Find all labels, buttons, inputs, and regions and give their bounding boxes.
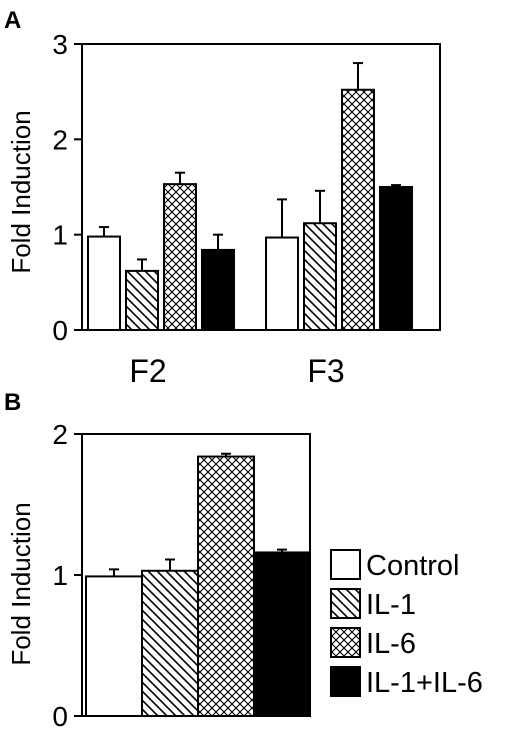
bar-il-1-il-6 <box>253 551 311 717</box>
panel-b-letter: B <box>4 389 21 416</box>
bar-il-1 <box>303 222 337 331</box>
y-tick-label: 3 <box>52 29 68 60</box>
y-tick-label: 0 <box>52 315 68 346</box>
panel-a-y-ticks: 0 1 2 3 <box>52 29 82 346</box>
bar-control <box>85 575 143 717</box>
bar-il-6 <box>197 455 255 717</box>
y-tick-label: 0 <box>52 701 68 730</box>
legend: Control IL-1 IL-6 IL-1+IL-6 <box>330 549 483 699</box>
panel-b: B Fold Induction 0 1 2 <box>4 389 311 730</box>
legend-label: Control <box>366 550 460 582</box>
bar-control <box>87 235 121 331</box>
legend-label: IL-1+IL-6 <box>366 667 483 699</box>
category-label: F2 <box>129 353 166 389</box>
legend-swatch <box>330 666 361 697</box>
bar-il-1-il-6 <box>379 186 413 331</box>
bar-il-6 <box>341 88 375 332</box>
y-tick-label: 2 <box>52 419 68 450</box>
y-tick-label: 1 <box>52 220 68 251</box>
panel-a-y-axis-label: Fold Induction <box>6 110 36 273</box>
panel-b-bars <box>85 452 311 718</box>
panel-a-bars <box>87 62 413 332</box>
y-tick-label: 2 <box>52 124 68 155</box>
bar-il-1 <box>125 269 159 332</box>
bar-control <box>265 236 299 332</box>
bar-il-6 <box>163 183 197 331</box>
legend-swatch <box>330 549 361 580</box>
panel-a-letter: A <box>4 7 21 34</box>
y-tick-label: 1 <box>52 560 68 591</box>
legend-swatch <box>330 627 361 658</box>
panel-b-y-ticks: 0 1 2 <box>52 419 82 730</box>
panel-a-categories: F2 F3 <box>129 353 344 389</box>
legend-label: IL-6 <box>366 628 416 660</box>
legend-swatch <box>330 588 361 619</box>
bar-il-1-il-6 <box>201 248 235 331</box>
bar-il-1 <box>141 569 199 718</box>
panel-a-plot-frame <box>81 43 441 331</box>
category-label: F3 <box>307 353 344 389</box>
panel-a: A Fold Induction 0 1 2 3 F2 F3 <box>4 7 441 389</box>
panel-b-y-axis-label: Fold Induction <box>6 502 36 665</box>
legend-label: IL-1 <box>366 589 416 621</box>
